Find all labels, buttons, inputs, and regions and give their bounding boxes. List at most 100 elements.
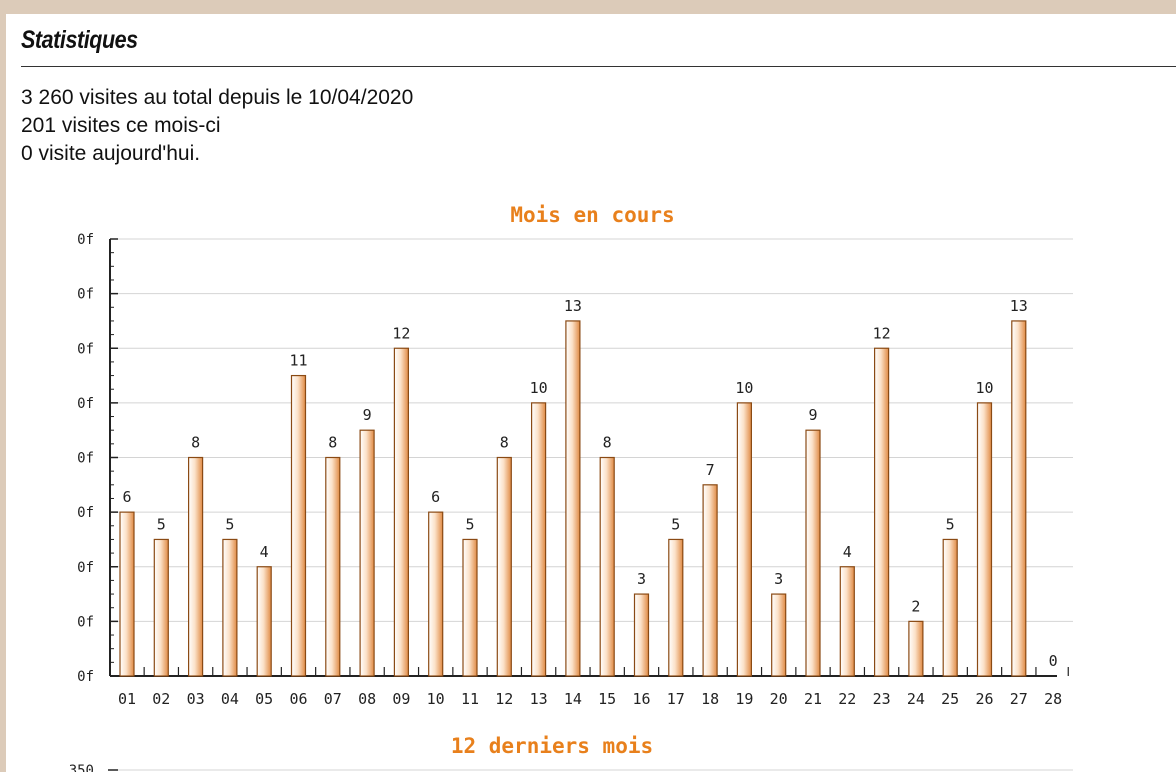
data-label-27: 13 — [1010, 297, 1028, 315]
data-label-03: 8 — [191, 434, 200, 452]
data-label-18: 7 — [706, 461, 715, 479]
x-tick-label-12: 12 — [495, 690, 513, 708]
bar-24 — [908, 620, 924, 677]
y-tick-label: 0f — [77, 341, 94, 357]
y-tick-label: 0f — [77, 614, 94, 630]
bar-14 — [565, 320, 581, 677]
x-tick-label-23: 23 — [873, 690, 891, 708]
x-tick-label-14: 14 — [564, 690, 582, 708]
bar-23 — [873, 347, 890, 677]
x-tick-label-02: 02 — [152, 690, 170, 708]
x-tick-label-19: 19 — [735, 690, 753, 708]
bar-16 — [633, 593, 650, 677]
last-12-months-chart: 12 derniers mois 350 — [69, 734, 1073, 772]
data-label-09: 12 — [392, 324, 410, 342]
y-tick-label: 0f — [77, 287, 94, 303]
data-label-12: 8 — [500, 434, 509, 452]
bar-19 — [736, 402, 753, 677]
bar-07 — [325, 456, 341, 677]
data-label-25: 5 — [946, 515, 955, 533]
title-divider — [21, 66, 1176, 67]
data-label-06: 11 — [289, 352, 307, 370]
x-tick-label-26: 26 — [975, 690, 993, 708]
section-title: Statistiques — [21, 26, 138, 54]
data-label-11: 5 — [465, 515, 474, 533]
x-tick-label-28: 28 — [1044, 690, 1062, 708]
bar-09 — [393, 347, 409, 677]
bar-08 — [359, 429, 375, 677]
bar-02 — [153, 538, 169, 677]
today-visits-text: 0 visite aujourd'hui. — [21, 142, 201, 165]
month-visits-text: 201 visites ce mois-ci — [21, 114, 221, 137]
bar-25 — [942, 538, 958, 677]
x-tick-label-17: 17 — [667, 690, 685, 708]
y-tick-label: 0f — [77, 232, 94, 248]
bar-01 — [119, 511, 135, 677]
x-tick-label-27: 27 — [1010, 690, 1028, 708]
x-tick-label-09: 09 — [392, 690, 410, 708]
x-tick-label-07: 07 — [324, 690, 342, 708]
data-label-24: 2 — [911, 597, 920, 615]
data-label-07: 8 — [328, 434, 337, 452]
bar-21 — [805, 429, 821, 677]
data-label-04: 5 — [225, 515, 234, 533]
x-tick-label-18: 18 — [701, 690, 719, 708]
bar-22 — [839, 566, 855, 677]
visit-stats: 3 260 visites au total depuis le 10/04/2… — [21, 84, 413, 168]
x-tick-label-20: 20 — [770, 690, 788, 708]
x-tick-label-04: 04 — [221, 690, 239, 708]
bar-05 — [256, 566, 272, 677]
bar-18 — [702, 484, 718, 677]
bar-20 — [771, 593, 787, 677]
data-label-10: 6 — [431, 488, 440, 506]
x-tick-label-15: 15 — [598, 690, 616, 708]
x-tick-label-11: 11 — [461, 690, 479, 708]
x-tick-label-25: 25 — [941, 690, 959, 708]
data-label-23: 12 — [873, 324, 891, 342]
bar-17 — [668, 538, 684, 677]
data-label-02: 5 — [157, 515, 166, 533]
x-tick-label-22: 22 — [838, 690, 856, 708]
data-label-22: 4 — [843, 543, 852, 561]
y-tick-label: 0f — [77, 560, 94, 576]
bar-06 — [290, 374, 307, 677]
x-tick-label-06: 06 — [289, 690, 307, 708]
data-label-08: 9 — [363, 406, 372, 424]
x-tick-label-13: 13 — [530, 690, 548, 708]
y-tick-label: 0f — [77, 669, 94, 685]
bar-27 — [1011, 320, 1027, 677]
x-tick-label-21: 21 — [804, 690, 822, 708]
data-label-26: 10 — [975, 379, 993, 397]
data-label-01: 6 — [122, 488, 131, 506]
x-tick-label-01: 01 — [118, 690, 136, 708]
data-label-14: 13 — [564, 297, 582, 315]
data-label-13: 10 — [530, 379, 548, 397]
chart-title: Mois en cours — [510, 203, 674, 227]
total-visits-text: 3 260 visites au total depuis le 10/04/2… — [21, 86, 414, 109]
data-label-05: 4 — [260, 543, 269, 561]
bar-12 — [496, 456, 512, 677]
bar-11 — [462, 538, 478, 677]
data-label-28: 0 — [1049, 652, 1058, 670]
x-tick-label-08: 08 — [358, 690, 376, 708]
data-label-19: 10 — [735, 379, 753, 397]
bar-03 — [188, 456, 204, 677]
x-tick-label-24: 24 — [907, 690, 925, 708]
x-tick-label-10: 10 — [427, 690, 445, 708]
data-label-21: 9 — [808, 406, 817, 424]
current-month-chart: Mois en cours0f0f0f0f0f0f0f0f0f601502803… — [77, 203, 1073, 708]
x-tick-label-03: 03 — [187, 690, 205, 708]
y-tick-label: 0f — [77, 505, 94, 521]
data-label-16: 3 — [637, 570, 646, 588]
data-label-15: 8 — [603, 434, 612, 452]
data-label-20: 3 — [774, 570, 783, 588]
y-tick-label: 0f — [77, 451, 94, 467]
bar-04 — [222, 538, 238, 677]
bar-10 — [428, 511, 444, 677]
bar-13 — [530, 402, 547, 677]
x-tick-label-05: 05 — [255, 690, 273, 708]
data-label-17: 5 — [671, 515, 680, 533]
y-tick-label: 350 — [69, 763, 94, 772]
x-tick-label-16: 16 — [632, 690, 650, 708]
